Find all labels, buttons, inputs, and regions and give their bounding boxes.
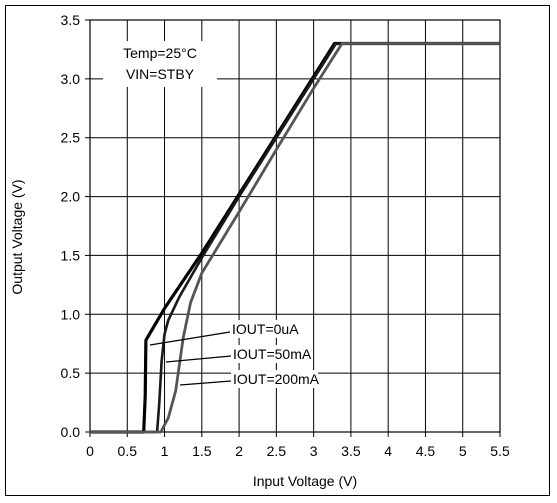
annotation-background: [231, 370, 318, 388]
x-tick-label: 4: [384, 443, 392, 459]
y-tick-label: 0.0: [61, 424, 81, 440]
temp-condition-label: Temp=25°C: [123, 45, 197, 61]
x-tick-label: 4.5: [416, 443, 436, 459]
annotation-leader-line: [165, 355, 232, 363]
annotation-label: IOUT=200mA: [233, 371, 320, 387]
series-line-iout-50ma: [90, 42, 500, 434]
y-tick-label: 1.5: [61, 247, 81, 263]
annotation-background: [231, 345, 310, 363]
annotation-leader-line: [149, 331, 231, 346]
x-tick-label: 1: [161, 443, 169, 459]
y-tick-label: 2.5: [61, 130, 81, 146]
x-tick-label: 2: [235, 443, 243, 459]
plot-area-border: [89, 19, 501, 433]
x-axis-title: Input Voltage (V): [253, 473, 357, 489]
series-line-iout-200ma: [90, 42, 500, 434]
x-tick-label: 1.5: [192, 443, 212, 459]
x-tick-label: 5.5: [490, 443, 510, 459]
x-tick-label: 5: [459, 443, 467, 459]
y-tick-label: 0.5: [61, 365, 81, 381]
series-annotations: IOUT=0uA IOUT=50mA IOUT=200mA: [149, 320, 320, 388]
conditions-box: [103, 41, 217, 87]
annotation-label: IOUT=50mA: [233, 346, 312, 362]
tick-labels: 0 0.5 1 1.5 2 2.5 3 3.5 4 4.5 5 5.5 0.0 0.5 1.0 1.5 2.0 2…: [61, 12, 510, 459]
annotation-background: [230, 320, 301, 338]
x-tick-label: 0.5: [118, 443, 138, 459]
x-tick-label: 2.5: [267, 443, 287, 459]
chart-frame: [5, 5, 550, 496]
y-axis-title: Output Voltage (V): [9, 179, 25, 294]
annotation-leader-line: [179, 380, 232, 386]
x-tick-label: 3: [310, 443, 318, 459]
series-layer: [90, 41, 500, 434]
y-tick-label: 3.0: [61, 71, 81, 87]
y-tick-label: 2.0: [61, 189, 81, 205]
vin-condition-label: VIN=STBY: [126, 66, 195, 82]
y-tick-label: 1.0: [61, 306, 81, 322]
x-tick-label: 0: [86, 443, 94, 459]
y-tick-label: 3.5: [61, 12, 81, 28]
x-tick-label: 3.5: [341, 443, 361, 459]
annotation-label: IOUT=0uA: [232, 321, 299, 337]
